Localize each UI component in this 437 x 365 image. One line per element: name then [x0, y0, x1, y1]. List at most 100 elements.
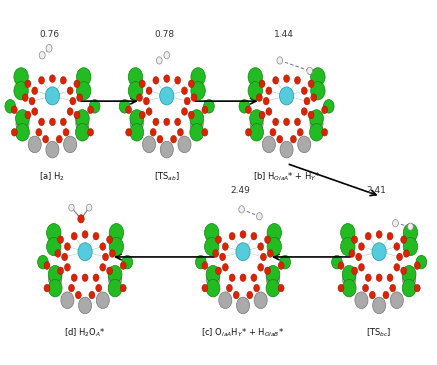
- Circle shape: [89, 291, 95, 299]
- Circle shape: [310, 123, 323, 141]
- Circle shape: [267, 223, 281, 242]
- Circle shape: [78, 215, 84, 223]
- Circle shape: [109, 250, 115, 257]
- Circle shape: [56, 135, 62, 143]
- Circle shape: [298, 136, 311, 153]
- Circle shape: [36, 128, 42, 136]
- Circle shape: [188, 80, 194, 88]
- Circle shape: [150, 128, 156, 136]
- Circle shape: [11, 106, 17, 114]
- Circle shape: [164, 75, 170, 82]
- Circle shape: [213, 250, 219, 257]
- Circle shape: [107, 236, 113, 243]
- Circle shape: [358, 264, 364, 271]
- Circle shape: [11, 128, 17, 136]
- Circle shape: [308, 80, 314, 88]
- Circle shape: [160, 141, 173, 158]
- Circle shape: [82, 231, 88, 238]
- Text: [d] H$_2$O$_A$*: [d] H$_2$O$_A$*: [64, 326, 106, 339]
- Circle shape: [78, 243, 92, 261]
- Circle shape: [401, 267, 407, 274]
- Circle shape: [236, 243, 250, 261]
- Circle shape: [202, 128, 208, 136]
- Circle shape: [267, 250, 273, 257]
- Circle shape: [47, 223, 61, 242]
- Circle shape: [297, 128, 303, 136]
- Circle shape: [108, 265, 122, 283]
- Circle shape: [32, 108, 38, 115]
- Circle shape: [122, 255, 132, 269]
- Circle shape: [369, 291, 375, 299]
- Circle shape: [61, 292, 74, 308]
- Circle shape: [139, 111, 145, 119]
- Circle shape: [301, 87, 307, 95]
- Text: 2.41: 2.41: [367, 186, 386, 195]
- Circle shape: [356, 253, 362, 261]
- Circle shape: [39, 51, 45, 59]
- Circle shape: [307, 67, 312, 74]
- Circle shape: [204, 100, 214, 113]
- Circle shape: [233, 291, 239, 299]
- Circle shape: [278, 284, 284, 292]
- Circle shape: [248, 81, 263, 100]
- Circle shape: [376, 274, 382, 281]
- Circle shape: [236, 297, 250, 314]
- Circle shape: [403, 250, 409, 257]
- Circle shape: [87, 128, 94, 136]
- Circle shape: [295, 118, 301, 126]
- Circle shape: [119, 100, 130, 113]
- Circle shape: [394, 243, 400, 250]
- Circle shape: [181, 87, 187, 95]
- Circle shape: [332, 255, 342, 269]
- Circle shape: [251, 233, 257, 240]
- Circle shape: [143, 97, 149, 105]
- Circle shape: [142, 136, 156, 153]
- Circle shape: [277, 57, 283, 64]
- Circle shape: [188, 111, 194, 119]
- Circle shape: [109, 223, 124, 242]
- Circle shape: [301, 108, 307, 115]
- Circle shape: [239, 100, 250, 113]
- Text: 0.76: 0.76: [40, 30, 60, 39]
- Circle shape: [295, 77, 301, 84]
- Text: [c] O$_{laA}$H$_Y$* + H$_{OlaB}$*: [c] O$_{laA}$H$_Y$* + H$_{OlaB}$*: [201, 326, 284, 339]
- Text: 1.44: 1.44: [274, 30, 294, 39]
- Circle shape: [67, 108, 73, 115]
- Text: [b] H$_{OlaA}$* + H$_Y$*: [b] H$_{OlaA}$* + H$_Y$*: [253, 170, 320, 183]
- Circle shape: [323, 100, 334, 113]
- Circle shape: [280, 141, 293, 158]
- Circle shape: [177, 128, 184, 136]
- Circle shape: [266, 265, 280, 283]
- Circle shape: [93, 233, 99, 240]
- Circle shape: [181, 108, 187, 115]
- Circle shape: [46, 141, 59, 158]
- Circle shape: [387, 274, 393, 281]
- Circle shape: [246, 128, 251, 136]
- Circle shape: [70, 97, 76, 105]
- Circle shape: [126, 128, 132, 136]
- Circle shape: [349, 250, 355, 257]
- Circle shape: [310, 110, 323, 127]
- Circle shape: [278, 262, 284, 269]
- Text: [TS$_{bc}$]: [TS$_{bc}$]: [366, 326, 392, 339]
- Circle shape: [402, 279, 416, 297]
- Circle shape: [156, 57, 162, 64]
- Circle shape: [206, 265, 220, 283]
- Text: [TS$_{ab}$]: [TS$_{ab}$]: [154, 170, 180, 183]
- Circle shape: [365, 233, 371, 240]
- Circle shape: [365, 274, 371, 281]
- Text: [a] H$_2$: [a] H$_2$: [39, 170, 66, 183]
- Circle shape: [49, 118, 55, 126]
- Circle shape: [253, 284, 260, 292]
- Circle shape: [226, 284, 232, 292]
- Circle shape: [76, 81, 91, 100]
- Circle shape: [205, 237, 219, 256]
- Circle shape: [25, 111, 31, 119]
- Circle shape: [259, 111, 265, 119]
- Circle shape: [175, 77, 180, 84]
- Circle shape: [248, 68, 263, 86]
- Circle shape: [403, 237, 418, 256]
- Circle shape: [153, 118, 159, 126]
- Circle shape: [60, 77, 66, 84]
- Circle shape: [215, 236, 222, 243]
